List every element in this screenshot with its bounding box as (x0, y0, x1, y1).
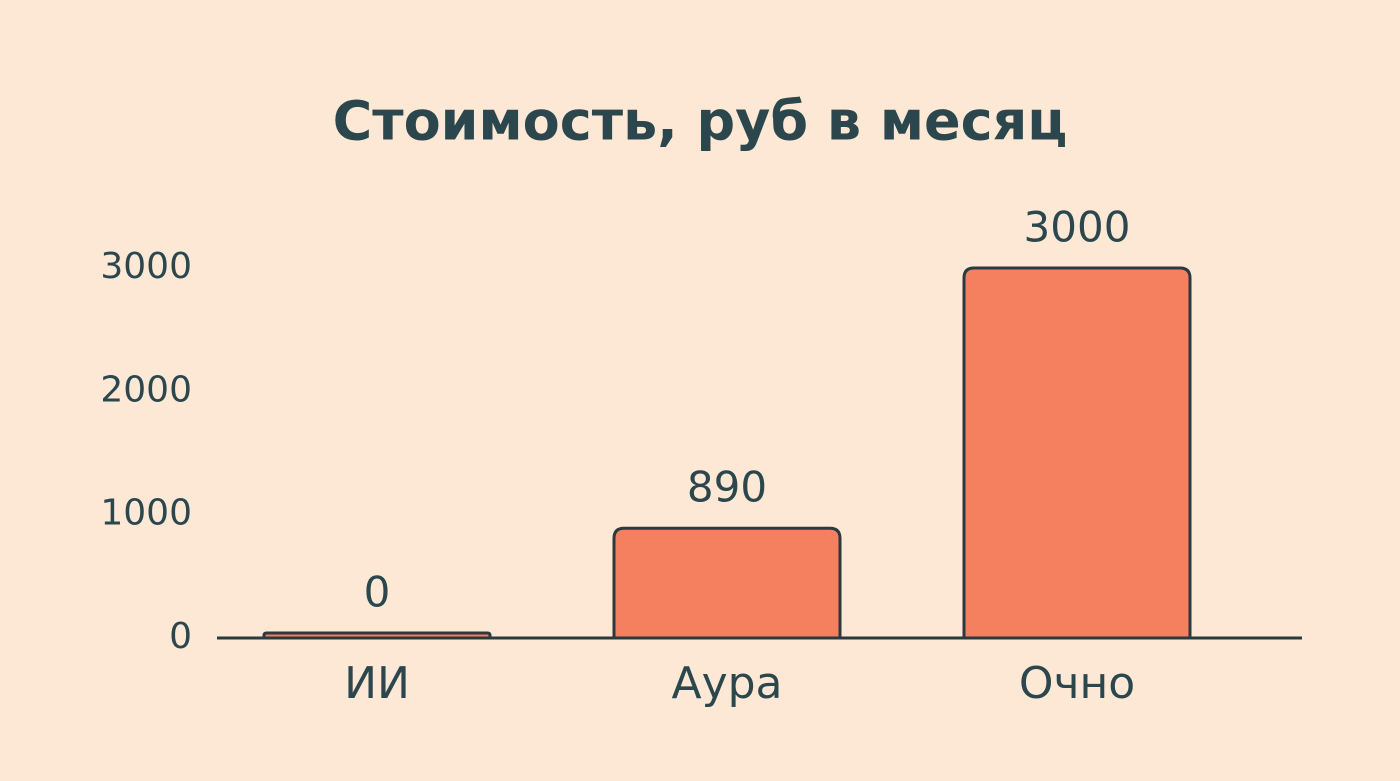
y-tick-label: 2000 (100, 369, 192, 410)
value-label: 3000 (1024, 203, 1131, 252)
chart-title: Стоимость, руб в месяц (333, 90, 1068, 153)
y-tick-label: 1000 (100, 493, 192, 534)
x-tick-label: Аура (671, 658, 782, 709)
value-label: 890 (687, 463, 767, 512)
x-tick-label: Очно (1019, 658, 1135, 709)
y-tick-label: 0 (169, 616, 192, 657)
bar (962, 266, 1192, 638)
y-tick-label: 3000 (100, 246, 192, 287)
value-label: 0 (364, 568, 391, 617)
x-tick-label: ИИ (344, 658, 410, 709)
bar (612, 526, 842, 638)
